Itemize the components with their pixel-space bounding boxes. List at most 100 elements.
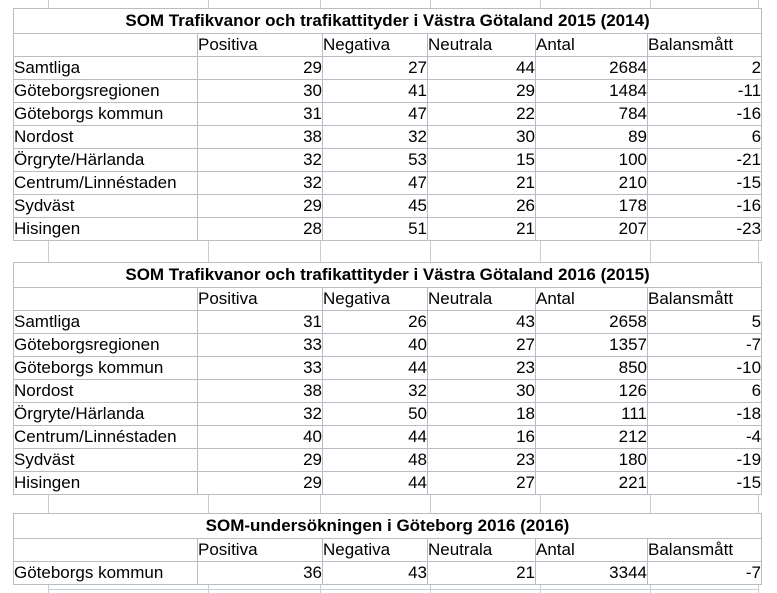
value-cell[interactable]: 212 bbox=[535, 425, 648, 449]
value-cell[interactable]: -18 bbox=[646, 402, 763, 426]
value-cell[interactable]: 850 bbox=[535, 356, 648, 380]
value-cell[interactable]: 32 bbox=[322, 379, 428, 403]
value-cell[interactable]: -19 bbox=[646, 448, 763, 472]
value-cell[interactable]: 41 bbox=[322, 79, 428, 103]
value-cell[interactable]: 47 bbox=[322, 171, 428, 195]
value-cell[interactable]: 26 bbox=[322, 310, 428, 334]
column-header-cell[interactable]: Positiva bbox=[197, 33, 323, 57]
value-cell[interactable]: 36 bbox=[197, 561, 323, 585]
value-cell[interactable]: 29 bbox=[197, 448, 323, 472]
value-cell[interactable]: 43 bbox=[322, 561, 428, 585]
value-cell[interactable]: -15 bbox=[646, 171, 763, 195]
column-header-cell[interactable]: Negativa bbox=[322, 538, 428, 562]
row-label-cell[interactable]: Göteborgs kommun bbox=[13, 561, 198, 585]
value-cell[interactable]: 2658 bbox=[535, 310, 648, 334]
value-cell[interactable]: 21 bbox=[427, 171, 536, 195]
value-cell[interactable]: 16 bbox=[427, 425, 536, 449]
value-cell[interactable]: 32 bbox=[197, 148, 323, 172]
row-label-cell[interactable]: Nordost bbox=[13, 125, 198, 149]
value-cell[interactable]: 51 bbox=[322, 217, 428, 241]
value-cell[interactable]: 30 bbox=[427, 125, 536, 149]
value-cell[interactable]: -11 bbox=[646, 79, 763, 103]
value-cell[interactable]: 1484 bbox=[535, 79, 648, 103]
value-cell[interactable]: 33 bbox=[197, 356, 323, 380]
value-cell[interactable]: 126 bbox=[535, 379, 648, 403]
value-cell[interactable]: 44 bbox=[427, 56, 536, 80]
value-cell[interactable]: -16 bbox=[646, 102, 763, 126]
value-cell[interactable]: -16 bbox=[646, 194, 763, 218]
value-cell[interactable]: 111 bbox=[535, 402, 648, 426]
value-cell[interactable]: 44 bbox=[322, 356, 428, 380]
column-header-cell[interactable]: Balansmått bbox=[646, 287, 763, 311]
value-cell[interactable]: -10 bbox=[646, 356, 763, 380]
column-header-cell[interactable]: Positiva bbox=[197, 287, 323, 311]
value-cell[interactable]: 26 bbox=[427, 194, 536, 218]
row-label-cell[interactable]: Göteborgs kommun bbox=[13, 102, 198, 126]
row-label-cell[interactable]: Samtliga bbox=[13, 56, 198, 80]
row-label-cell[interactable]: Sydväst bbox=[13, 448, 198, 472]
value-cell[interactable]: 3344 bbox=[535, 561, 648, 585]
row-label-cell[interactable]: Örgryte/Härlanda bbox=[13, 402, 198, 426]
row-label-cell[interactable]: Hisingen bbox=[13, 471, 198, 495]
header-corner-cell[interactable] bbox=[13, 538, 198, 562]
column-header-cell[interactable]: Neutrala bbox=[427, 538, 536, 562]
value-cell[interactable]: 18 bbox=[427, 402, 536, 426]
value-cell[interactable]: 1357 bbox=[535, 333, 648, 357]
value-cell[interactable]: 38 bbox=[197, 125, 323, 149]
value-cell[interactable]: -7 bbox=[646, 333, 763, 357]
value-cell[interactable]: 40 bbox=[197, 425, 323, 449]
value-cell[interactable]: 32 bbox=[197, 402, 323, 426]
value-cell[interactable]: 221 bbox=[535, 471, 648, 495]
value-cell[interactable]: -7 bbox=[647, 561, 762, 585]
value-cell[interactable]: 45 bbox=[322, 194, 428, 218]
row-label-cell[interactable]: Hisingen bbox=[13, 217, 198, 241]
value-cell[interactable]: 21 bbox=[427, 561, 536, 585]
table-title[interactable]: SOM Trafikvanor och trafikattityder i Vä… bbox=[12, 262, 763, 288]
value-cell[interactable]: 29 bbox=[427, 79, 536, 103]
column-header-cell[interactable]: Neutrala bbox=[427, 33, 536, 57]
row-label-cell[interactable]: Nordost bbox=[13, 379, 198, 403]
row-label-cell[interactable]: Göteborgsregionen bbox=[13, 79, 198, 103]
header-corner-cell[interactable] bbox=[13, 287, 198, 311]
header-corner-cell[interactable] bbox=[13, 33, 198, 57]
column-header-cell[interactable]: Negativa bbox=[322, 33, 428, 57]
row-label-cell[interactable]: Örgryte/Härlanda bbox=[13, 148, 198, 172]
value-cell[interactable]: -23 bbox=[646, 217, 763, 241]
value-cell[interactable]: 44 bbox=[322, 471, 428, 495]
column-header-cell[interactable]: Antal bbox=[535, 33, 648, 57]
value-cell[interactable]: 33 bbox=[197, 333, 323, 357]
table-title[interactable]: SOM Trafikvanor och trafikattityder i Vä… bbox=[12, 8, 763, 34]
value-cell[interactable]: 6 bbox=[646, 125, 763, 149]
value-cell[interactable]: 6 bbox=[646, 379, 763, 403]
column-header-cell[interactable]: Positiva bbox=[197, 538, 323, 562]
value-cell[interactable]: 23 bbox=[427, 356, 536, 380]
value-cell[interactable]: 43 bbox=[427, 310, 536, 334]
value-cell[interactable]: 2 bbox=[646, 56, 763, 80]
row-label-cell[interactable]: Centrum/Linnéstaden bbox=[13, 425, 198, 449]
row-label-cell[interactable]: Sydväst bbox=[13, 194, 198, 218]
value-cell[interactable]: 5 bbox=[646, 310, 763, 334]
value-cell[interactable]: 210 bbox=[535, 171, 648, 195]
value-cell[interactable]: 30 bbox=[197, 79, 323, 103]
value-cell[interactable]: 178 bbox=[535, 194, 648, 218]
value-cell[interactable]: 22 bbox=[427, 102, 536, 126]
row-label-cell[interactable]: Samtliga bbox=[13, 310, 198, 334]
value-cell[interactable]: 47 bbox=[322, 102, 428, 126]
value-cell[interactable]: -15 bbox=[646, 471, 763, 495]
value-cell[interactable]: 15 bbox=[427, 148, 536, 172]
value-cell[interactable]: 40 bbox=[322, 333, 428, 357]
value-cell[interactable]: 50 bbox=[322, 402, 428, 426]
column-header-cell[interactable]: Antal bbox=[535, 538, 648, 562]
row-label-cell[interactable]: Göteborgs kommun bbox=[13, 356, 198, 380]
table-title[interactable]: SOM-undersökningen i Göteborg 2016 (2016… bbox=[13, 513, 762, 539]
value-cell[interactable]: 27 bbox=[322, 56, 428, 80]
value-cell[interactable]: 2684 bbox=[535, 56, 648, 80]
value-cell[interactable]: -21 bbox=[646, 148, 763, 172]
column-header-cell[interactable]: Antal bbox=[535, 287, 648, 311]
value-cell[interactable]: 89 bbox=[535, 125, 648, 149]
value-cell[interactable]: 31 bbox=[197, 102, 323, 126]
column-header-cell[interactable]: Balansmått bbox=[647, 538, 762, 562]
value-cell[interactable]: 32 bbox=[322, 125, 428, 149]
value-cell[interactable]: 180 bbox=[535, 448, 648, 472]
column-header-cell[interactable]: Balansmått bbox=[646, 33, 763, 57]
